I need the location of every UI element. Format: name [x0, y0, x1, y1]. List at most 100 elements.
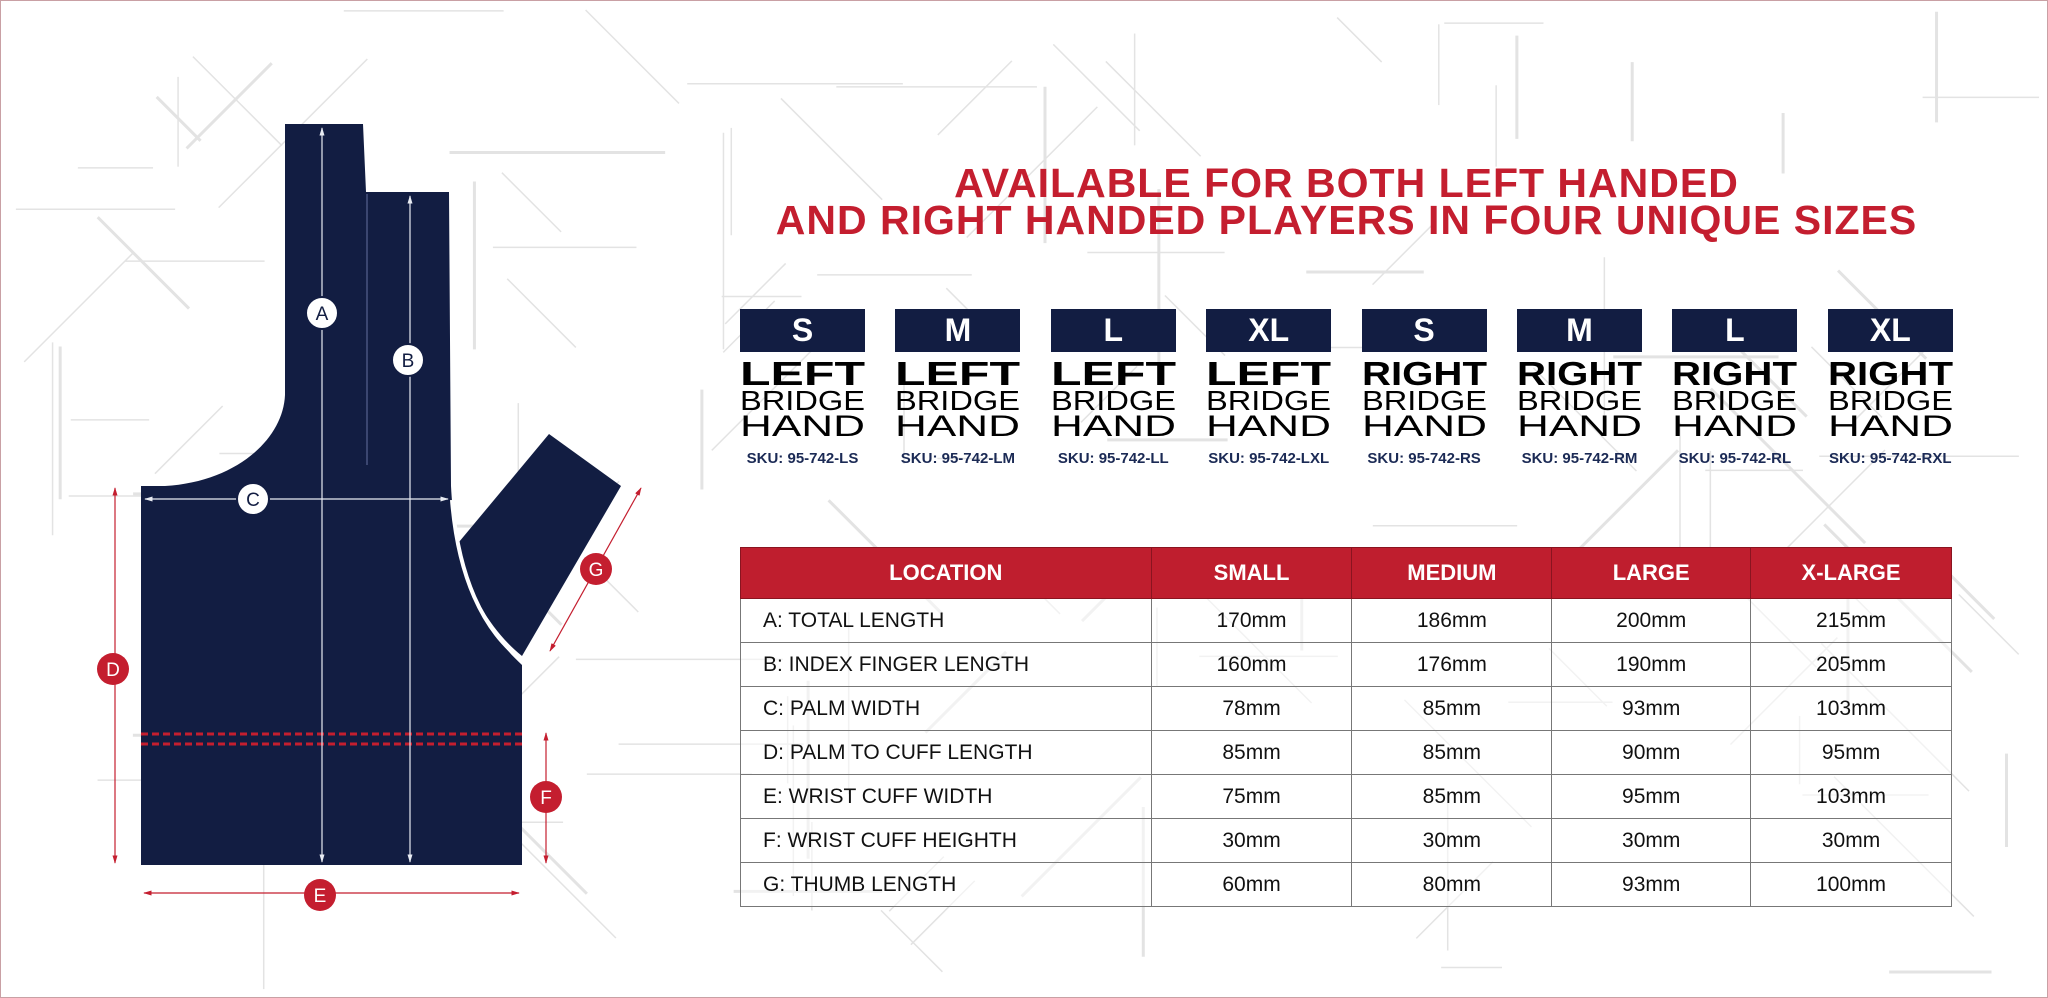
background-arrow [1958, 593, 2020, 655]
background-arrow [185, 62, 273, 150]
location-cell: G: THUMB LENGTH [740, 862, 1152, 907]
hand-text: HAND [895, 410, 1020, 438]
hand-label: LEFT BRIDGE HAND [740, 355, 865, 438]
hand-side: RIGHT [1362, 355, 1487, 392]
bridge-text: BRIDGE [895, 385, 1020, 416]
location-cell: F: WRIST CUFF HEIGHTH [740, 818, 1152, 863]
size-badge: M [1517, 309, 1642, 352]
label-g-badge [580, 553, 612, 585]
hand-side: RIGHT [1517, 355, 1642, 392]
measurement-cell: 186mm [1351, 598, 1553, 643]
hand-label: LEFT BRIDGE HAND [1051, 355, 1176, 438]
measurement-cell: 95mm [1551, 774, 1752, 819]
background-arrow [192, 56, 283, 147]
size-badge: L [1672, 309, 1798, 352]
background-arrow [780, 97, 883, 201]
measurement-cell: 200mm [1551, 598, 1752, 643]
location-cell: C: PALM WIDTH [740, 686, 1152, 731]
table-row: A: TOTAL LENGTH 170mm 186mm 200mm 215mm [740, 598, 1952, 643]
hand-label: LEFT BRIDGE HAND [895, 355, 1020, 438]
hand-side: LEFT [1206, 355, 1331, 392]
sku-label: SKU: 95-742-LL [1057, 450, 1169, 467]
hand-label: RIGHT BRIDGE HAND [1362, 355, 1487, 438]
hand-label: RIGHT BRIDGE HAND [1517, 355, 1642, 438]
measurement-cell: 90mm [1551, 730, 1752, 775]
table-row: E: WRIST CUFF WIDTH 75mm 85mm 95mm 103mm [740, 774, 1952, 819]
measurement-cell: 30mm [1750, 818, 1952, 863]
hand-text: HAND [1206, 410, 1331, 438]
background-arrow [1052, 43, 1141, 132]
bridge-text: BRIDGE [740, 385, 865, 416]
measurement-cell: 176mm [1351, 642, 1553, 687]
table-row: D: PALM TO CUFF LENGTH 85mm 85mm 90mm 95mm [740, 730, 1952, 775]
column-header: MEDIUM [1351, 547, 1553, 599]
table-row: G: THUMB LENGTH 60mm 80mm 93mm 100mm [740, 862, 1952, 907]
label-a: A [316, 304, 329, 325]
product-card: XL RIGHT BRIDGE HAND SKU: 95-742-RXL [1827, 309, 1953, 468]
hand-text: HAND [1828, 410, 1953, 438]
size-badge: S [740, 309, 865, 352]
thumb-seam [450, 499, 524, 662]
label-e-badge [304, 879, 336, 911]
hand-label: LEFT BRIDGE HAND [1206, 355, 1331, 438]
measurement-cell: 93mm [1551, 862, 1752, 907]
measurement-cell: 103mm [1750, 686, 1952, 731]
hand-text: HAND [1051, 410, 1176, 438]
label-d-badge [97, 653, 129, 685]
label-d: D [106, 660, 120, 681]
hand-text: HAND [1517, 410, 1642, 438]
hand-side: LEFT [1051, 355, 1176, 392]
product-card: M RIGHT BRIDGE HAND SKU: 95-742-RM [1517, 309, 1642, 468]
table-row: C: PALM WIDTH 78mm 85mm 93mm 103mm [740, 686, 1952, 731]
label-f-badge [530, 781, 562, 813]
sku-label: SKU: 95-742-RS [1367, 450, 1481, 467]
label-a-badge [305, 296, 339, 330]
glove-diagram: A B C D E F G [97, 124, 642, 911]
hand-side: LEFT [740, 355, 865, 392]
background-arrow [1105, 60, 1202, 157]
bridge-text: BRIDGE [1206, 385, 1331, 416]
hand-text: HAND [740, 410, 865, 438]
headline-line-2: AND RIGHT HANDED PLAYERS IN FOUR UNIQUE … [775, 197, 1918, 243]
label-b-badge [391, 343, 425, 377]
measurement-cell: 85mm [1351, 730, 1553, 775]
background-arrow [1810, 346, 1883, 418]
measurement-cell: 85mm [1351, 774, 1553, 819]
sku-label: SKU: 95-742-RXL [1829, 450, 1952, 467]
sku-label: SKU: 95-742-LM [900, 450, 1015, 467]
bridge-text: BRIDGE [1517, 385, 1642, 416]
measurement-cell: 170mm [1150, 598, 1353, 643]
product-card: S LEFT BRIDGE HAND SKU: 95-742-LS [740, 309, 865, 468]
measurement-cell: 190mm [1551, 642, 1752, 687]
measurement-cell: 95mm [1750, 730, 1952, 775]
sku-label: SKU: 95-742-RL [1678, 450, 1792, 467]
background-arrow [23, 252, 134, 363]
measurement-cell: 100mm [1750, 862, 1952, 907]
label-b: B [402, 351, 415, 372]
sku-label: SKU: 95-742-LXL [1208, 450, 1330, 467]
location-cell: A: TOTAL LENGTH [740, 598, 1152, 643]
size-badge: XL [1827, 309, 1953, 352]
measurement-cell: 30mm [1351, 818, 1553, 863]
hand-text: HAND [1672, 410, 1797, 438]
label-c: C [246, 490, 260, 511]
background-arrow [155, 95, 202, 142]
measurement-cell: 103mm [1750, 774, 1952, 819]
headline-line-1: AVAILABLE FOR BOTH LEFT HANDED [954, 160, 1739, 206]
label-e: E [314, 886, 327, 907]
hand-side: RIGHT [1672, 355, 1797, 392]
measurement-cell: 30mm [1551, 818, 1752, 863]
product-card: XL LEFT BRIDGE HAND SKU: 95-742-LXL [1206, 309, 1332, 468]
location-cell: E: WRIST CUFF WIDTH [740, 774, 1152, 819]
background-arrow [501, 172, 562, 233]
hand-label: RIGHT BRIDGE HAND [1828, 355, 1953, 438]
background-arrow [1372, 222, 1435, 286]
background-arrow [506, 278, 577, 348]
bridge-text: BRIDGE [1672, 385, 1797, 416]
column-header: X-LARGE [1750, 547, 1952, 599]
column-header: LARGE [1551, 547, 1752, 599]
background-arrow [937, 60, 1013, 136]
bridge-text: BRIDGE [1362, 385, 1487, 416]
sku-label: SKU: 95-742-LS [746, 450, 859, 467]
table-header-row: LOCATION SMALL MEDIUM LARGE X-LARGE [740, 547, 1952, 599]
